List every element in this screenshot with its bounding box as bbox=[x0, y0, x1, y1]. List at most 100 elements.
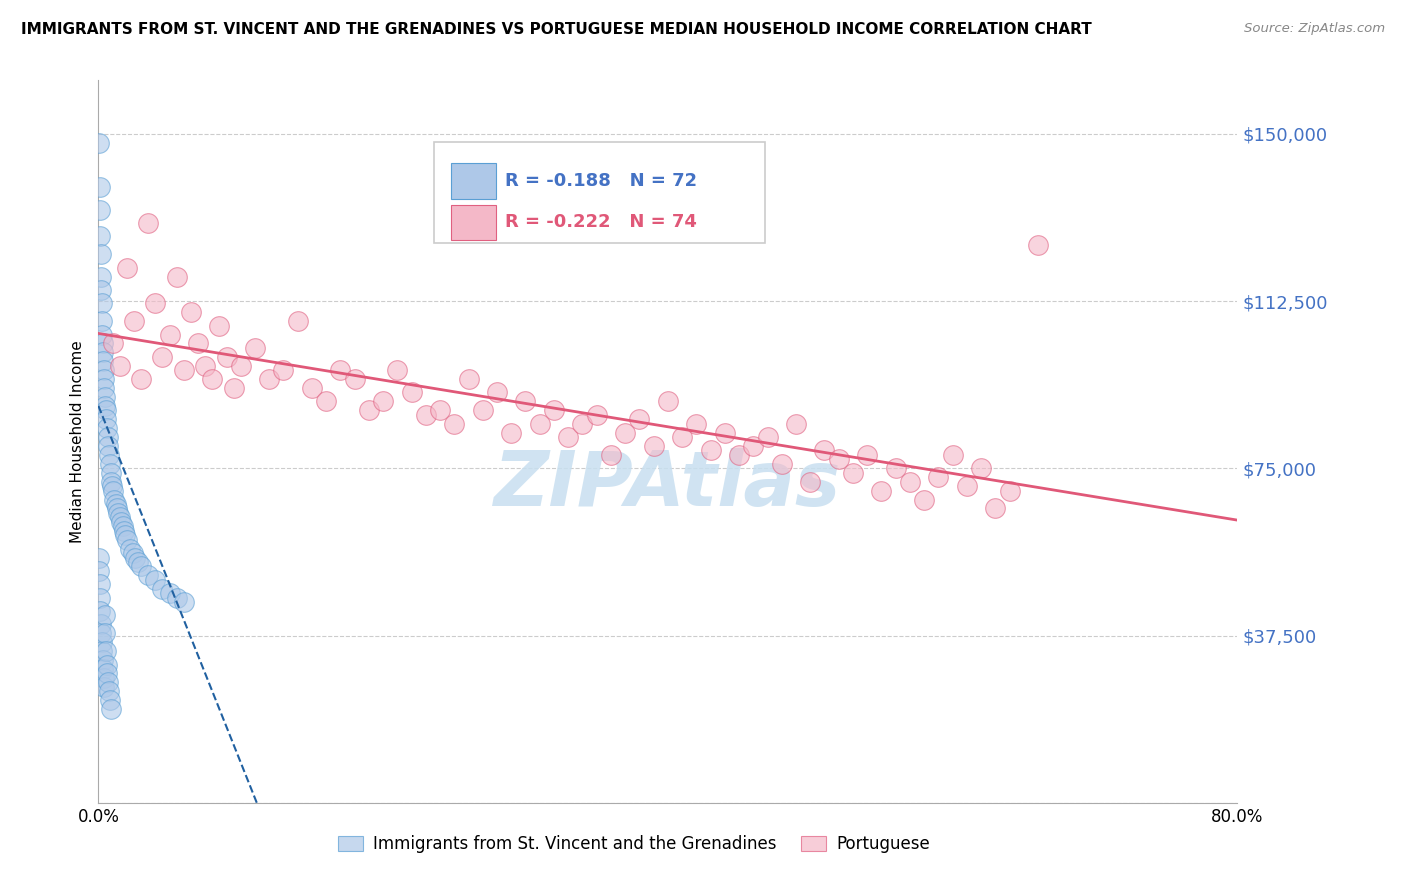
Point bbox=[110, 515, 132, 529]
Point bbox=[89, 604, 111, 618]
Point bbox=[89, 180, 111, 194]
Point bbox=[912, 492, 935, 507]
Point bbox=[173, 363, 195, 377]
Point bbox=[259, 372, 281, 386]
Point bbox=[129, 559, 152, 574]
Point bbox=[111, 519, 134, 533]
Point bbox=[998, 483, 1021, 498]
Point bbox=[273, 363, 295, 377]
Point bbox=[145, 296, 167, 310]
Point bbox=[571, 417, 593, 431]
Point bbox=[96, 657, 118, 672]
Point bbox=[557, 430, 579, 444]
Point bbox=[942, 448, 965, 462]
Point bbox=[101, 336, 124, 351]
Point bbox=[96, 666, 118, 681]
Point bbox=[93, 671, 115, 685]
Point bbox=[585, 408, 607, 422]
Point bbox=[287, 314, 309, 328]
FancyBboxPatch shape bbox=[451, 163, 496, 199]
Point bbox=[315, 394, 337, 409]
Point bbox=[501, 425, 523, 440]
Point bbox=[93, 608, 115, 623]
Point bbox=[799, 475, 821, 489]
Point bbox=[529, 417, 551, 431]
Point bbox=[89, 550, 111, 565]
Point bbox=[870, 483, 893, 498]
Point bbox=[97, 684, 120, 698]
Point bbox=[600, 448, 623, 462]
Point bbox=[91, 345, 114, 359]
Point bbox=[96, 412, 118, 426]
Point bbox=[728, 448, 751, 462]
Point bbox=[671, 430, 693, 444]
Point bbox=[96, 421, 118, 435]
Text: Source: ZipAtlas.com: Source: ZipAtlas.com bbox=[1244, 22, 1385, 36]
Point bbox=[129, 372, 152, 386]
Point bbox=[643, 439, 665, 453]
Point bbox=[898, 475, 921, 489]
Point bbox=[201, 372, 224, 386]
Point bbox=[699, 443, 721, 458]
Point bbox=[112, 524, 135, 538]
Point bbox=[103, 492, 125, 507]
Point bbox=[93, 381, 115, 395]
Point bbox=[107, 506, 129, 520]
Point bbox=[927, 470, 949, 484]
Point bbox=[98, 457, 121, 471]
Point bbox=[357, 403, 380, 417]
Point bbox=[101, 479, 124, 493]
FancyBboxPatch shape bbox=[434, 142, 765, 243]
Point bbox=[1026, 238, 1049, 252]
Point bbox=[429, 403, 451, 417]
Point bbox=[101, 483, 124, 498]
Point bbox=[222, 381, 245, 395]
Text: ZIPAtlas: ZIPAtlas bbox=[494, 448, 842, 522]
Point bbox=[856, 448, 879, 462]
Point bbox=[486, 385, 509, 400]
Point bbox=[215, 350, 238, 364]
Legend: Immigrants from St. Vincent and the Grenadines, Portuguese: Immigrants from St. Vincent and the Gren… bbox=[330, 828, 936, 860]
Point bbox=[187, 336, 209, 351]
Point bbox=[301, 381, 323, 395]
Point bbox=[785, 417, 807, 431]
Point bbox=[152, 582, 174, 596]
Point bbox=[97, 675, 120, 690]
Point bbox=[443, 417, 465, 431]
Point bbox=[89, 202, 111, 217]
Point bbox=[159, 327, 181, 342]
Point bbox=[122, 314, 145, 328]
Point bbox=[89, 136, 111, 150]
Text: R = -0.222   N = 74: R = -0.222 N = 74 bbox=[505, 213, 697, 231]
Point bbox=[108, 359, 131, 373]
Text: R = -0.188   N = 72: R = -0.188 N = 72 bbox=[505, 172, 697, 190]
Point bbox=[657, 394, 679, 409]
Point bbox=[100, 466, 122, 480]
Point bbox=[127, 555, 149, 569]
Point bbox=[145, 573, 167, 587]
Point bbox=[243, 341, 266, 355]
Point bbox=[136, 568, 159, 582]
Point bbox=[89, 229, 111, 244]
Point bbox=[136, 216, 159, 230]
Point bbox=[90, 635, 112, 649]
Point bbox=[89, 591, 111, 605]
Point bbox=[115, 533, 138, 547]
Point bbox=[387, 363, 409, 377]
Point bbox=[93, 372, 115, 386]
Point bbox=[100, 702, 122, 716]
Point bbox=[159, 586, 181, 600]
Point bbox=[89, 577, 111, 591]
Point bbox=[770, 457, 793, 471]
Point bbox=[329, 363, 352, 377]
Point bbox=[828, 452, 851, 467]
Point bbox=[93, 680, 115, 694]
Point bbox=[98, 448, 121, 462]
Point bbox=[970, 461, 993, 475]
Point bbox=[118, 541, 141, 556]
Point bbox=[105, 501, 128, 516]
Point bbox=[94, 403, 117, 417]
Point bbox=[742, 439, 765, 453]
Point bbox=[714, 425, 737, 440]
Point bbox=[343, 372, 366, 386]
